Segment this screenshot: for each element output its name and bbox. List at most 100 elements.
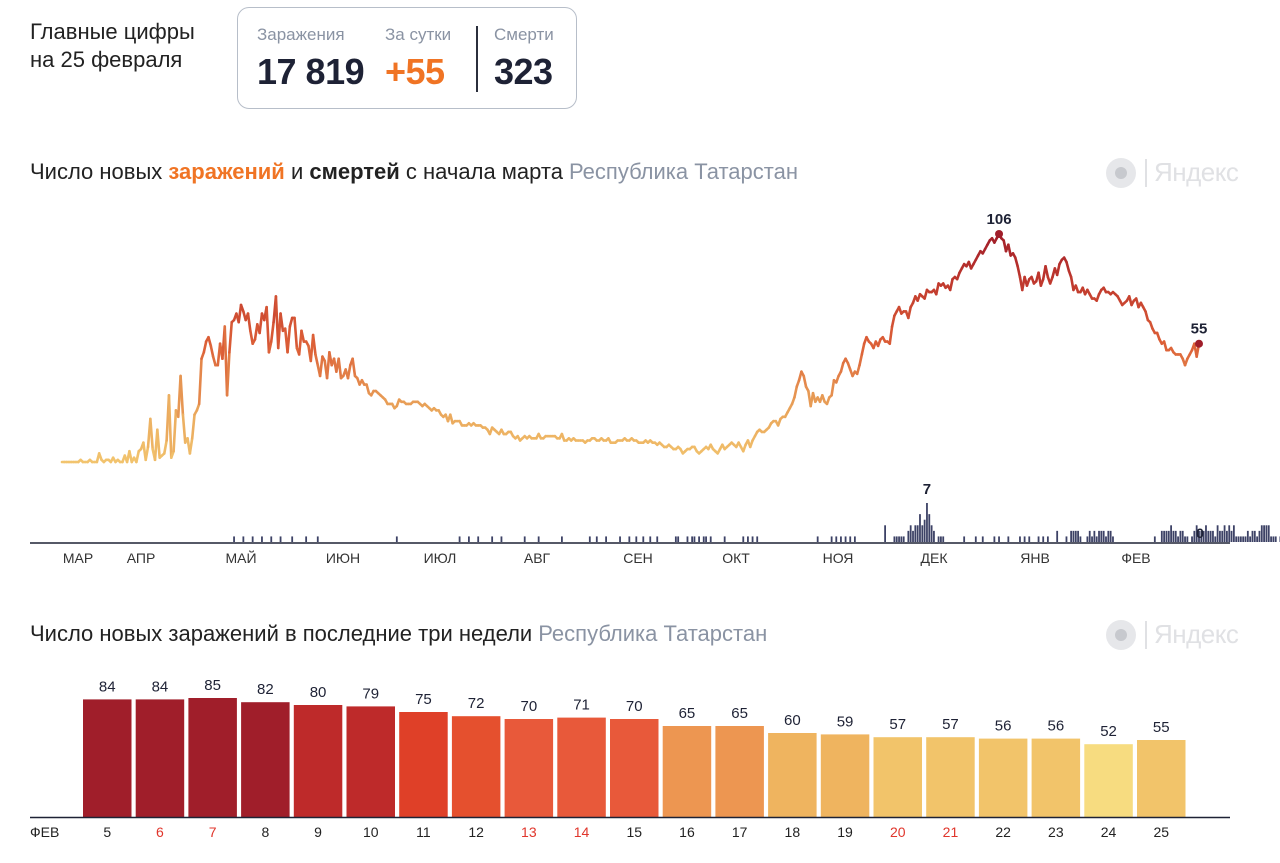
deaths-bar [963, 536, 966, 542]
deaths-bar [1232, 525, 1235, 542]
bar [188, 698, 237, 817]
deaths-bar [686, 536, 689, 542]
deaths-bar [261, 536, 263, 542]
infections-line-segment [156, 428, 161, 460]
infections-line-segment [249, 329, 254, 346]
deaths-bar [1170, 525, 1172, 542]
deaths-bar [1205, 525, 1207, 542]
last-infections-label: 55 [1191, 321, 1208, 338]
bar-value-label: 82 [257, 681, 274, 698]
bar-value-label: 70 [626, 698, 643, 715]
infections-line-segment [318, 355, 324, 378]
deaths-bar [1212, 530, 1214, 542]
deaths-bar [619, 536, 621, 542]
deaths-bar [1100, 530, 1103, 542]
deaths-bar [1198, 530, 1200, 542]
infections-line-segment [860, 342, 866, 356]
stat-deaths-value: 323 [494, 51, 553, 92]
deaths-bar [677, 536, 680, 542]
deaths-bar [742, 536, 745, 542]
infections-line-segment [1055, 262, 1061, 277]
deaths-bar [916, 525, 919, 542]
deaths-bar [909, 525, 912, 542]
deaths-bar [628, 536, 631, 542]
infections-line-segment [279, 312, 285, 333]
deaths-bar [523, 536, 526, 542]
deaths-bar [251, 536, 254, 542]
infections-line-segment [190, 413, 196, 440]
infections-line [60, 232, 1201, 464]
infections-line-segment [167, 394, 173, 460]
x-tick-label: СЕН [623, 550, 653, 566]
deaths-bar [1202, 530, 1205, 542]
headline-line-2: на 25 февраля [30, 47, 183, 72]
deaths-bar [1079, 536, 1082, 542]
deaths-bar [1246, 530, 1249, 542]
deaths-bar [1186, 536, 1189, 542]
chart2-title-text: Число новых заражений в последние три не… [30, 621, 533, 646]
yandex-logo-divider [1145, 621, 1147, 649]
deaths-bar [1265, 525, 1268, 542]
deaths-bar [1105, 536, 1107, 542]
x-tick-label: 11 [416, 824, 431, 840]
infections-line-segment [1065, 260, 1071, 272]
stat-daily: За сутки +55 [385, 25, 451, 93]
deaths-bar [907, 530, 910, 542]
deaths-bar [500, 536, 503, 542]
x-tick-label: 15 [626, 824, 642, 840]
infections-line-segment [209, 344, 215, 358]
deaths-bar [1267, 525, 1270, 542]
deaths-bar [921, 525, 924, 542]
deaths-bar [1244, 536, 1247, 542]
infections-line-segment [149, 417, 154, 451]
chart1-title-middle: и [284, 159, 310, 184]
x-tick-label: МАР [63, 550, 93, 566]
deaths-bar [1160, 530, 1163, 542]
deaths-bar [1042, 536, 1045, 542]
bar [926, 737, 975, 817]
stat-daily-label: За сутки [385, 25, 452, 44]
bar-value-label: 57 [942, 716, 959, 733]
deaths-bar [1258, 530, 1261, 542]
x-tick-label: 25 [1153, 824, 1169, 840]
deaths-bar [1098, 530, 1100, 542]
infections-line-segment [207, 335, 213, 348]
deaths-bar [279, 536, 282, 542]
bar [451, 716, 501, 817]
deaths-bar [835, 536, 838, 542]
x-tick-label: АВГ [524, 550, 551, 566]
bar [610, 719, 659, 817]
deaths-bar [902, 536, 905, 542]
deaths-bar [491, 536, 494, 542]
infections-line-segment [923, 288, 929, 300]
deaths-bar [1253, 530, 1256, 542]
x-tick-label: ФЕВ [1121, 550, 1150, 566]
chart1-title: Число новых заражений и смертей с начала… [30, 159, 798, 185]
yandex-logo-text: Яндекс [1154, 157, 1239, 187]
bar [662, 726, 712, 817]
headline: Главные цифры на 25 февраля [30, 18, 195, 74]
deaths-bar [844, 536, 847, 542]
chart1-title-prefix: Число новых [30, 159, 169, 184]
x-tick-label: 12 [468, 824, 484, 840]
deaths-bar [270, 536, 273, 542]
infections-line-segment [293, 316, 299, 350]
deaths-bar [1214, 536, 1217, 542]
deaths-bar [1046, 536, 1049, 542]
x-tick-label: НОЯ [823, 550, 854, 566]
last-infections-point [1195, 339, 1203, 348]
x-tick-label: 18 [785, 824, 801, 840]
deaths-bar [674, 536, 677, 542]
deaths-bar [1207, 530, 1210, 542]
deaths-bar [233, 536, 235, 542]
bar [873, 737, 922, 817]
stat-infections-value: 17 819 [257, 51, 365, 92]
deaths-bar [656, 536, 659, 542]
x-tick-label: 21 [943, 824, 959, 840]
infections-line-segment [314, 353, 320, 367]
deaths-bar [1230, 530, 1233, 542]
bar [820, 734, 870, 817]
bar [293, 705, 343, 817]
deaths-bar [1072, 530, 1075, 542]
bar-value-label: 70 [521, 698, 538, 715]
